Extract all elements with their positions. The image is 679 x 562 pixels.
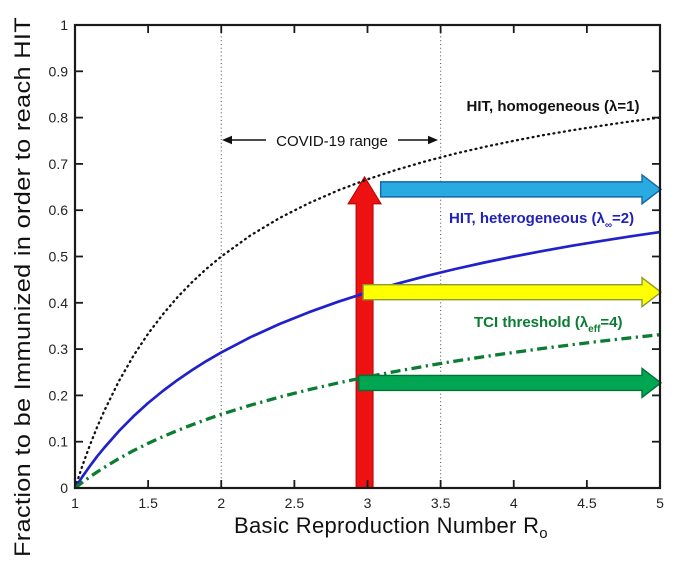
heterogeneous-label-main: HIT, heterogeneous (λ [449, 210, 606, 227]
covid-range-right-arrowhead-icon [428, 135, 438, 145]
x-tick-label: 4 [510, 495, 518, 511]
y-tick-label: 0.5 [49, 249, 69, 265]
x-tick-label: 1.5 [138, 495, 158, 511]
x-tick-label: 1 [71, 495, 79, 511]
covid-range-label: COVID-19 range [276, 133, 388, 150]
y-tick-label: 0.4 [49, 295, 69, 311]
x-axis-title-subscript: o [539, 525, 548, 542]
heterogeneous-curve-label: HIT, heterogeneous (λ∞=2) [449, 210, 634, 231]
x-axis-title-main: Basic Reproduction Number R [234, 513, 539, 538]
y-tick-label: 0.6 [49, 202, 69, 218]
hit-homogeneous-arrow [379, 173, 663, 206]
y-tick-labels: 0 0.1 0.2 0.3 0.4 0.5 0.6 0.7 0.8 0.9 1 [49, 17, 69, 496]
red-vertical-arrow [347, 175, 382, 489]
red-vertical-arrow-shape [347, 175, 382, 489]
x-tick-label: 2.5 [285, 495, 305, 511]
x-axis-title: Basic Reproduction Number Ro [234, 513, 548, 542]
heterogeneous-label-subscript: ∞ [605, 220, 612, 231]
y-tick-label: 0.7 [49, 156, 69, 172]
y-tick-label: 0 [60, 480, 68, 496]
curve-dashdot [73, 333, 661, 490]
covid-range-left-arrowhead-icon [222, 135, 232, 145]
x-tick-label: 4.5 [577, 495, 597, 511]
x-tick-label: 5 [656, 495, 664, 511]
curve-solid [73, 230, 661, 489]
tci-curve-label: TCI threshold (λeff=4) [474, 314, 623, 335]
y-tick-label: 0.3 [49, 341, 69, 357]
homogeneous-curve-label: HIT, homogeneous (λ=1) [467, 98, 640, 115]
horizontal-block-arrows [358, 173, 663, 399]
x-tick-label: 2 [217, 495, 225, 511]
y-tick-label: 1 [60, 17, 68, 33]
tci-label-tail: =4) [600, 314, 622, 331]
y-tick-label: 0.2 [49, 387, 69, 403]
curve-dotted [73, 116, 662, 490]
tci-threshold-arrow [358, 366, 663, 399]
x-tick-labels: 1 1.5 2 2.5 3 3.5 4 4.5 5 [71, 495, 664, 511]
axis-ticks [74, 24, 661, 489]
covid-range-annotation: COVID-19 range [222, 133, 438, 150]
hit-heterogeneous-arrow [362, 276, 663, 309]
y-axis-title: Fraction to be Immunized in order to rea… [10, 17, 35, 557]
x-tick-label: 3.5 [431, 495, 451, 511]
tci-label-subscript: eff [588, 324, 601, 335]
threshold-curves [73, 116, 662, 490]
x-tick-label: 3 [364, 495, 372, 511]
y-tick-label: 0.9 [49, 63, 69, 79]
covid-range-gridlines [220, 25, 442, 488]
tci-label-main: TCI threshold (λ [474, 314, 589, 331]
y-tick-label: 0.8 [49, 110, 69, 126]
heterogeneous-label-tail: =2) [612, 210, 634, 227]
y-tick-label: 0.1 [49, 434, 69, 450]
